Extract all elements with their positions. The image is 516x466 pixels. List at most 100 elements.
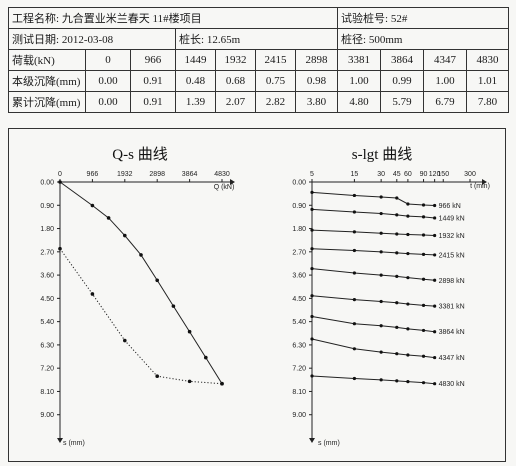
slgt-data-point	[395, 352, 399, 356]
slgt-data-point	[310, 207, 314, 212]
slgt-x-tick-label: 30	[377, 171, 385, 178]
table-cell: 2.82	[255, 91, 296, 113]
slgt-data-point	[406, 353, 410, 357]
slgt-data-point	[395, 301, 399, 305]
info-table: 工程名称: 九合置业米兰春天 11#楼项目 试验桩号: 52# 测试日期: 20…	[8, 7, 509, 113]
slgt-data-point	[379, 250, 383, 254]
slgt-data-point	[352, 271, 356, 275]
slgt-data-point	[433, 304, 437, 308]
slgt-x-tick-label: 90	[420, 171, 428, 178]
table-cell: 4.80	[337, 91, 381, 113]
slgt-data-point	[352, 248, 356, 253]
date-label: 测试日期:	[12, 34, 60, 46]
row-label: 累计沉降(mm)	[8, 91, 86, 113]
slgt-data-point	[352, 230, 356, 234]
slgt-data-point	[379, 324, 383, 328]
slgt-data-point	[433, 253, 437, 257]
qs-series-line	[59, 181, 223, 384]
slgt-data-point	[433, 278, 437, 282]
slgt-y-tick-label: 4.50	[292, 296, 306, 303]
qs-x-tick-label: 4830	[214, 171, 230, 178]
qs-title: Q-s 曲线	[112, 146, 167, 163]
qs-data-point	[204, 355, 208, 360]
slgt-data-point	[406, 276, 410, 280]
qs-series-line	[59, 248, 223, 385]
slgt-data-point	[421, 381, 426, 385]
slgt-y-label: s (mm)	[318, 440, 340, 447]
slgt-x-tick-label: 60	[404, 171, 412, 178]
project-row: 工程名称: 九合置业米兰春天 11#楼项目 试验桩号: 52#	[8, 7, 509, 29]
length-label: 桩长:	[179, 34, 205, 46]
length-value: 12.65m	[206, 34, 241, 46]
qs-x-label: Q (kN)	[214, 184, 235, 191]
slgt-data-point	[395, 251, 399, 255]
qs-y-tick-label: 0.90	[40, 203, 54, 210]
slgt-data-point	[310, 337, 314, 341]
data-row: 荷载(kN) 0 966 1449 1932 2415 2898 3381 38…	[8, 49, 509, 71]
qs-y-tick-label: 8.10	[40, 389, 54, 396]
slgt-series-line	[311, 295, 435, 307]
slgt-data-point	[379, 299, 383, 304]
slgt-series-label: 2898 kN	[439, 278, 465, 285]
slgt-series-line	[311, 315, 435, 333]
slgt-data-point	[395, 232, 399, 236]
slgt-series-line	[311, 208, 435, 219]
slgt-data-point	[310, 267, 314, 271]
slgt-data-point	[433, 233, 437, 238]
qs-data-point	[90, 292, 95, 296]
slgt-x-tick-label: 45	[393, 171, 401, 178]
qs-y-tick-label: 1.80	[40, 226, 54, 233]
data-row: 累计沉降(mm) 0.00 0.91 1.39 2.07 2.82 3.80 4…	[8, 91, 509, 113]
slgt-x-tick-label: 150	[437, 171, 449, 178]
slgt-title: s-lgt 曲线	[352, 146, 412, 163]
table-cell: 0.98	[295, 70, 338, 92]
slgt-data-point	[379, 195, 383, 199]
slgt-data-point	[395, 196, 399, 200]
slgt-y-tick-label: 5.40	[292, 319, 306, 326]
qs-x-tick-label: 1932	[117, 171, 133, 178]
slgt-data-point	[395, 325, 399, 329]
table-cell: 0.75	[255, 70, 296, 92]
slgt-x-tick-label: 15	[350, 171, 358, 178]
project-label: 工程名称:	[12, 13, 60, 25]
slgt-x-tick-label: 5	[310, 171, 314, 178]
slgt-data-point	[310, 247, 314, 251]
slgt-data-point	[395, 274, 399, 278]
pile-no-cell: 试验桩号: 52#	[337, 7, 509, 29]
table-cell: 2.07	[215, 91, 256, 113]
qs-y-tick-label: 4.50	[40, 296, 54, 303]
table-cell: 2415	[255, 49, 296, 71]
slgt-x-tick-label: 300	[464, 171, 476, 178]
slgt-data-point	[352, 193, 356, 198]
slgt-data-point	[352, 210, 356, 214]
slgt-series-label: 1932 kN	[439, 233, 465, 240]
slgt-data-point	[352, 298, 356, 302]
qs-y-tick-label: 3.60	[40, 273, 54, 280]
qs-y-arrow	[57, 438, 63, 443]
slgt-data-point	[395, 379, 399, 383]
qs-plot: 0 966 1932 2898 3864 4830 0.00 0.90 1.80 2.70 3.60…	[40, 171, 235, 443]
qs-data-point	[139, 253, 143, 257]
slgt-x-arrow	[482, 179, 487, 185]
slgt-series-line	[311, 191, 435, 207]
slgt-data-point	[352, 376, 356, 381]
slgt-data-point	[406, 202, 410, 206]
qs-x-tick-label: 2898	[149, 171, 165, 178]
slgt-y-tick-label: 0.00	[292, 180, 306, 187]
slgt-y-tick-label: 9.00	[292, 412, 306, 419]
slgt-x-label: t (min)	[470, 183, 490, 190]
qs-data-point	[90, 203, 95, 208]
slgt-data-point	[379, 350, 383, 354]
slgt-data-point	[406, 252, 410, 256]
slgt-data-point	[310, 314, 314, 319]
slgt-x-tick-label: 120	[429, 171, 441, 178]
table-cell: 1.00	[423, 70, 467, 92]
qs-data-point	[58, 180, 62, 184]
row-label: 本级沉降(mm)	[8, 70, 86, 92]
slgt-series-label: 1449 kN	[439, 215, 465, 222]
slgt-data-point	[433, 330, 437, 334]
qs-x-tick-label: 0	[58, 171, 62, 178]
qs-x-tick-label: 966	[87, 171, 99, 178]
